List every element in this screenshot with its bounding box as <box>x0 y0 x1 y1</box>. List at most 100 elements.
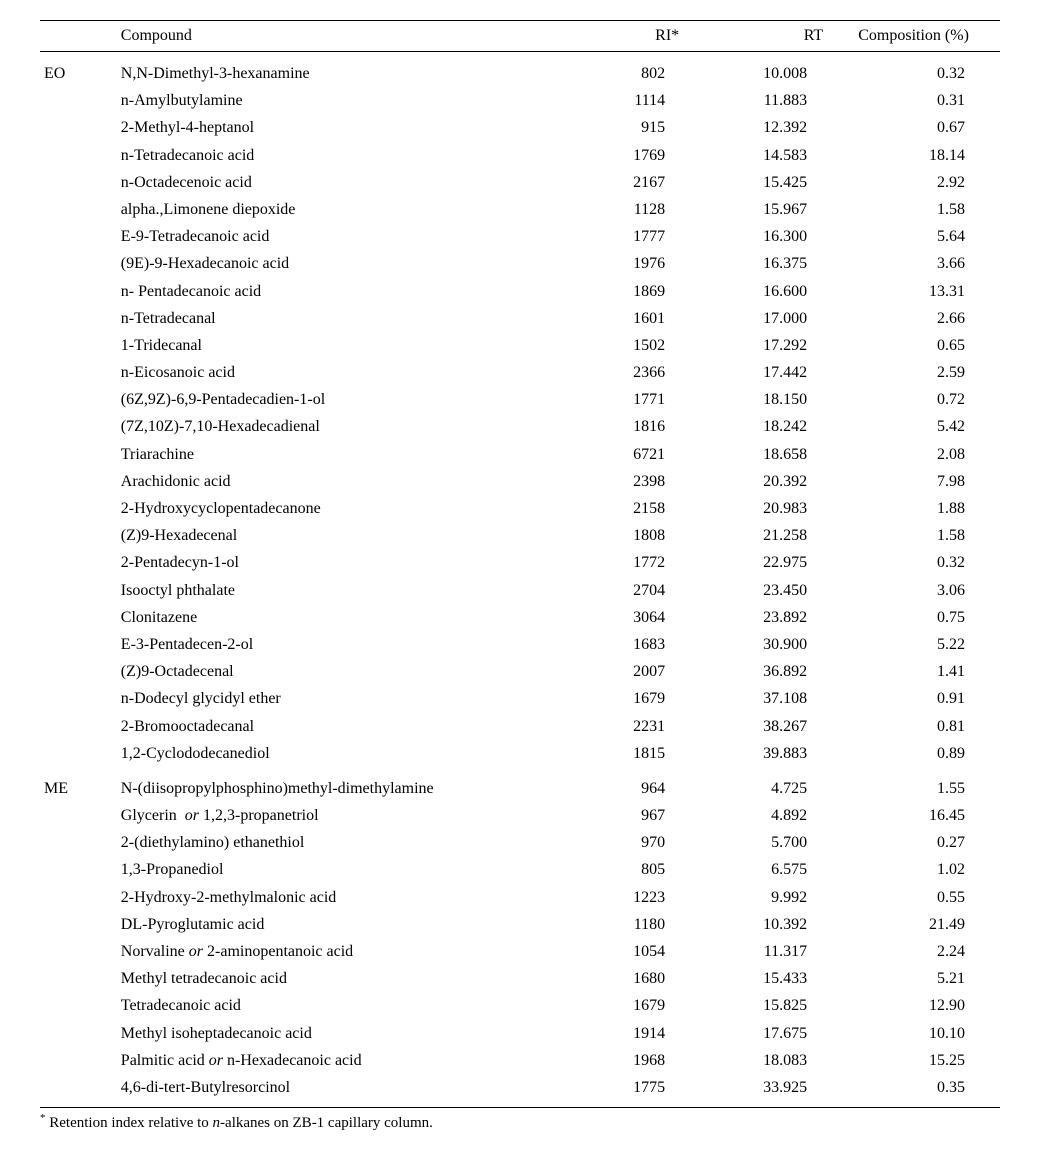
table-row: n-Tetradecanoic acid176914.58318.14 <box>40 142 1000 169</box>
ri-cell: 1601 <box>568 305 683 332</box>
ri-cell: 3064 <box>568 604 683 631</box>
compound-cell: (9E)-9-Hexadecanoic acid <box>117 250 568 277</box>
ri-cell: 1772 <box>568 549 683 576</box>
compound-cell: DL-Pyroglutamic acid <box>117 911 568 938</box>
table-row: 2-(diethylamino) ethanethiol9705.7000.27 <box>40 829 1000 856</box>
compound-cell: n- Pentadecanoic acid <box>117 278 568 305</box>
table-row: n-Amylbutylamine111411.8830.31 <box>40 87 1000 114</box>
rt-cell: 39.883 <box>683 740 827 767</box>
rt-cell: 33.925 <box>683 1074 827 1108</box>
group-label-cell <box>40 495 117 522</box>
composition-cell: 13.31 <box>827 278 1000 305</box>
group-label-cell <box>40 87 117 114</box>
group-label-cell <box>40 802 117 829</box>
rt-cell: 16.300 <box>683 223 827 250</box>
group-label-cell <box>40 658 117 685</box>
table-row: Isooctyl phthalate270423.4503.06 <box>40 577 1000 604</box>
ri-cell: 1114 <box>568 87 683 114</box>
table-row: (9E)-9-Hexadecanoic acid197616.3753.66 <box>40 250 1000 277</box>
rt-cell: 20.392 <box>683 468 827 495</box>
rt-cell: 15.967 <box>683 196 827 223</box>
composition-cell: 3.66 <box>827 250 1000 277</box>
compound-cell: n-Octadecenoic acid <box>117 169 568 196</box>
composition-cell: 21.49 <box>827 911 1000 938</box>
rt-cell: 6.575 <box>683 856 827 883</box>
rt-cell: 14.583 <box>683 142 827 169</box>
composition-cell: 5.42 <box>827 413 1000 440</box>
table-row: DL-Pyroglutamic acid118010.39221.49 <box>40 911 1000 938</box>
ri-cell: 1775 <box>568 1074 683 1108</box>
composition-cell: 3.06 <box>827 577 1000 604</box>
ri-cell: 1816 <box>568 413 683 440</box>
compound-cell: n-Dodecyl glycidyl ether <box>117 685 568 712</box>
ri-cell: 1680 <box>568 965 683 992</box>
compound-cell: n-Tetradecanal <box>117 305 568 332</box>
table-row: Tetradecanoic acid167915.82512.90 <box>40 992 1000 1019</box>
compound-cell: Isooctyl phthalate <box>117 577 568 604</box>
compound-cell: 2-(diethylamino) ethanethiol <box>117 829 568 856</box>
footnote: * Retention index relative to n-alkanes … <box>40 1108 1000 1132</box>
group-label-cell <box>40 142 117 169</box>
rt-cell: 17.292 <box>683 332 827 359</box>
group-label-cell <box>40 685 117 712</box>
composition-cell: 0.27 <box>827 829 1000 856</box>
compound-cell: N,N-Dimethyl-3-hexanamine <box>117 52 568 88</box>
table-row: (6Z,9Z)-6,9-Pentadecadien-1-ol177118.150… <box>40 386 1000 413</box>
composition-cell: 0.81 <box>827 713 1000 740</box>
group-label-cell <box>40 604 117 631</box>
group-label-cell <box>40 223 117 250</box>
group-label-cell <box>40 884 117 911</box>
table-row: 2-Hydroxy-2-methylmalonic acid12239.9920… <box>40 884 1000 911</box>
ri-cell: 1180 <box>568 911 683 938</box>
compound-cell: Methyl isoheptadecanoic acid <box>117 1020 568 1047</box>
table-row: Arachidonic acid239820.3927.98 <box>40 468 1000 495</box>
table-row: 2-Bromooctadecanal223138.2670.81 <box>40 713 1000 740</box>
ri-cell: 970 <box>568 829 683 856</box>
ri-cell: 1914 <box>568 1020 683 1047</box>
ri-cell: 1679 <box>568 685 683 712</box>
composition-cell: 5.21 <box>827 965 1000 992</box>
table-row: E-9-Tetradecanoic acid177716.3005.64 <box>40 223 1000 250</box>
table-row: (Z)9-Octadecenal200736.8921.41 <box>40 658 1000 685</box>
rt-cell: 15.425 <box>683 169 827 196</box>
group-label-cell: ME <box>40 767 117 802</box>
group-label-cell <box>40 386 117 413</box>
compound-cell: 1,3-Propanediol <box>117 856 568 883</box>
rt-cell: 18.083 <box>683 1047 827 1074</box>
ri-cell: 2704 <box>568 577 683 604</box>
ri-cell: 802 <box>568 52 683 88</box>
group-label-cell <box>40 1074 117 1108</box>
group-label-cell <box>40 468 117 495</box>
table-row: 2-Pentadecyn-1-ol177222.9750.32 <box>40 549 1000 576</box>
table-row: 1,2-Cyclododecanediol181539.8830.89 <box>40 740 1000 767</box>
group-label-cell <box>40 1047 117 1074</box>
rt-cell: 16.600 <box>683 278 827 305</box>
table-row: alpha.,Limonene diepoxide112815.9671.58 <box>40 196 1000 223</box>
table-row: Triarachine672118.6582.08 <box>40 441 1000 468</box>
composition-cell: 2.24 <box>827 938 1000 965</box>
compound-cell: (Z)9-Octadecenal <box>117 658 568 685</box>
col-header-group <box>40 21 117 52</box>
rt-cell: 20.983 <box>683 495 827 522</box>
composition-cell: 0.67 <box>827 114 1000 141</box>
rt-cell: 9.992 <box>683 884 827 911</box>
ri-cell: 2398 <box>568 468 683 495</box>
composition-cell: 0.91 <box>827 685 1000 712</box>
table-row: 1,3-Propanediol8056.5751.02 <box>40 856 1000 883</box>
ri-cell: 2366 <box>568 359 683 386</box>
table-row: Methyl tetradecanoic acid168015.4335.21 <box>40 965 1000 992</box>
group-label-cell <box>40 441 117 468</box>
group-label-cell <box>40 992 117 1019</box>
ri-cell: 1679 <box>568 992 683 1019</box>
table-row: Methyl isoheptadecanoic acid191417.67510… <box>40 1020 1000 1047</box>
table-row: n-Octadecenoic acid216715.4252.92 <box>40 169 1000 196</box>
compound-cell: Tetradecanoic acid <box>117 992 568 1019</box>
ri-cell: 1054 <box>568 938 683 965</box>
compound-cell: Arachidonic acid <box>117 468 568 495</box>
rt-cell: 18.150 <box>683 386 827 413</box>
composition-cell: 18.14 <box>827 142 1000 169</box>
table-row: Clonitazene306423.8920.75 <box>40 604 1000 631</box>
table-row: MEN-(diisopropylphosphino)methyl-dimethy… <box>40 767 1000 802</box>
group-label-cell <box>40 114 117 141</box>
table-header-row: Compound RI* RT Composition (%) <box>40 21 1000 52</box>
